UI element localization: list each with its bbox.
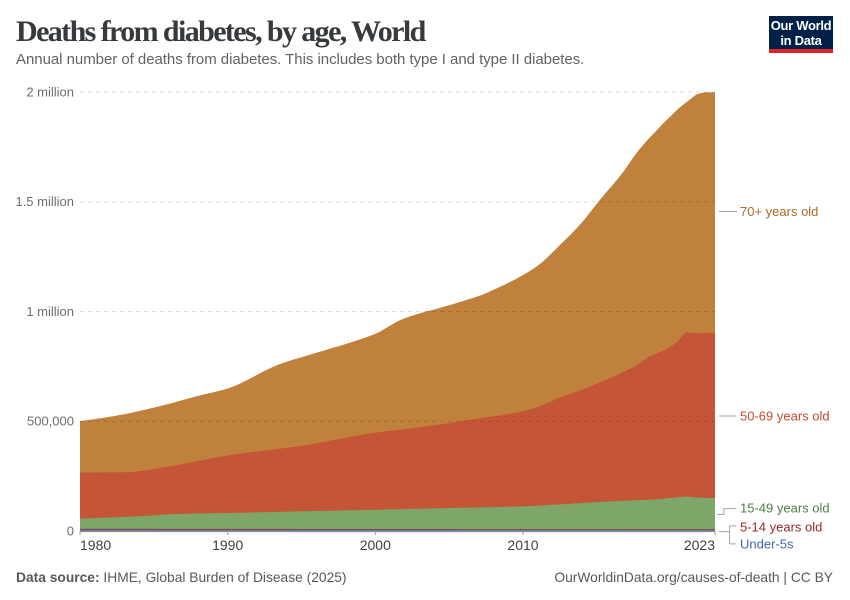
svg-text:Under-5s: Under-5s bbox=[740, 537, 794, 552]
svg-text:2023: 2023 bbox=[684, 537, 715, 553]
svg-text:1.5 million: 1.5 million bbox=[15, 194, 74, 209]
svg-text:15-49 years old: 15-49 years old bbox=[740, 501, 830, 516]
svg-text:2010: 2010 bbox=[507, 537, 538, 553]
svg-text:2000: 2000 bbox=[360, 537, 391, 553]
svg-text:0: 0 bbox=[67, 524, 74, 539]
svg-text:1990: 1990 bbox=[212, 537, 243, 553]
svg-text:5-14 years old: 5-14 years old bbox=[740, 520, 822, 535]
svg-text:50-69 years old: 50-69 years old bbox=[740, 409, 830, 424]
svg-text:500,000: 500,000 bbox=[27, 414, 74, 429]
svg-text:2 million: 2 million bbox=[26, 85, 74, 100]
svg-text:1980: 1980 bbox=[80, 537, 111, 553]
svg-text:1 million: 1 million bbox=[26, 304, 74, 319]
svg-text:70+ years old: 70+ years old bbox=[740, 204, 818, 219]
